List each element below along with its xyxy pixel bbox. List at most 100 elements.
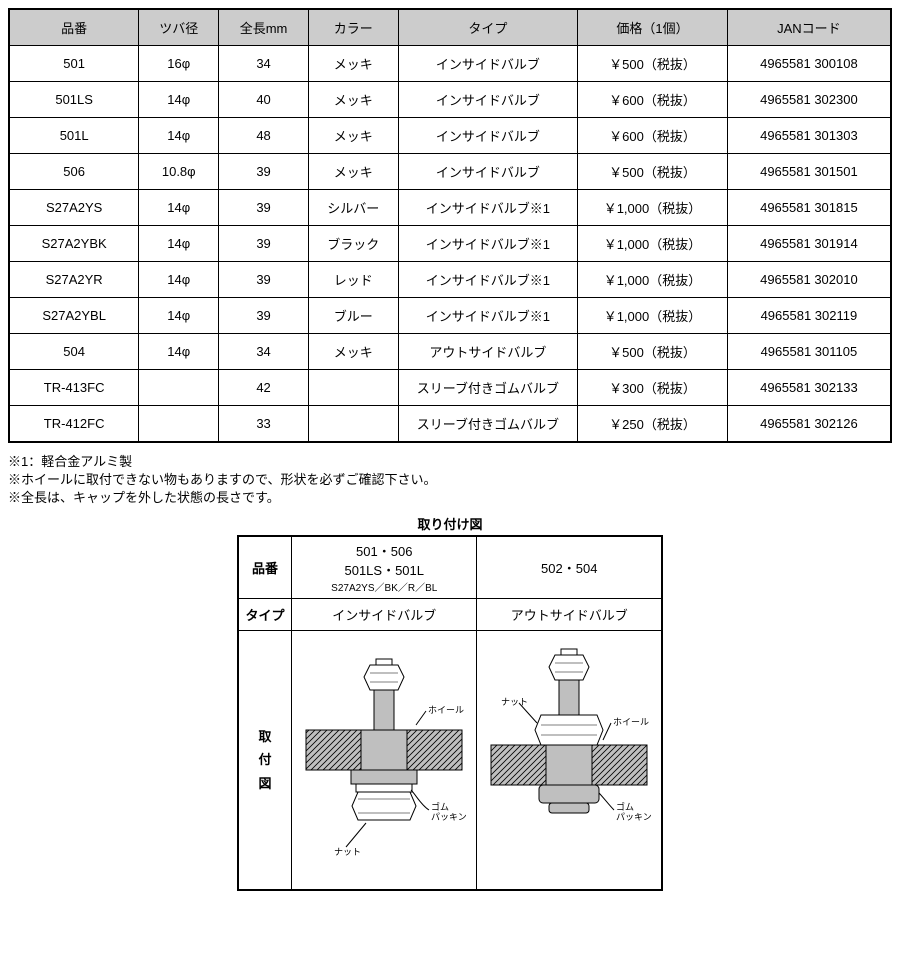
table-cell: 504	[9, 334, 139, 370]
table-cell: 40	[219, 82, 309, 118]
table-cell: 48	[219, 118, 309, 154]
table-cell: 16φ	[139, 46, 219, 82]
table-cell: インサイドバルブ※1	[398, 190, 577, 226]
fig-col1-part-l1: 501・506	[296, 541, 472, 560]
table-cell: 506	[9, 154, 139, 190]
outside-valve-diagram: ナット ホイール ゴム パッキン	[481, 635, 657, 885]
table-cell: 39	[219, 298, 309, 334]
table-cell: ￥500（税抜）	[578, 154, 728, 190]
fig-col1-part: 501・506 501LS・501L S27A2YS／BK／R／BL	[292, 536, 477, 599]
table-cell: ￥1,000（税抜）	[578, 190, 728, 226]
table-cell: ￥1,000（税抜）	[578, 298, 728, 334]
svg-text:ナット: ナット	[334, 847, 361, 857]
table-cell: 39	[219, 190, 309, 226]
table-cell: スリーブ付きゴムバルブ	[398, 370, 577, 406]
table-cell: インサイドバルブ	[398, 46, 577, 82]
svg-text:パッキン: パッキン	[616, 812, 652, 822]
fig-label-part: 品番	[238, 536, 292, 599]
table-cell: S27A2YR	[9, 262, 139, 298]
fig-col2-type: アウトサイドバルブ	[477, 598, 663, 630]
product-table: 品番ツバ径全長mmカラータイプ価格（1個）JANコード 50116φ34メッキイ…	[8, 8, 892, 443]
table-cell: ￥250（税抜）	[578, 406, 728, 443]
table-cell: ￥500（税抜）	[578, 46, 728, 82]
table-cell	[139, 370, 219, 406]
table-cell	[308, 370, 398, 406]
table-cell: ￥1,000（税抜）	[578, 226, 728, 262]
table-cell: 501L	[9, 118, 139, 154]
svg-text:ホイール: ホイール	[613, 717, 649, 727]
col-header: 価格（1個）	[578, 9, 728, 46]
table-cell: 4965581 300108	[727, 46, 891, 82]
table-row: TR-412FC33スリーブ付きゴムバルブ￥250（税抜）4965581 302…	[9, 406, 891, 443]
table-cell: 4965581 302126	[727, 406, 891, 443]
fig-label-type: タイプ	[238, 598, 292, 630]
table-row: 50116φ34メッキインサイドバルブ￥500（税抜）4965581 30010…	[9, 46, 891, 82]
figure-title: 取り付け図	[8, 514, 892, 533]
table-cell: 34	[219, 46, 309, 82]
table-row: 501L14φ48メッキインサイドバルブ￥600（税抜）4965581 3013…	[9, 118, 891, 154]
note-line: ※全長は、キャップを外した状態の長さです。	[8, 489, 892, 507]
table-cell	[308, 406, 398, 443]
table-row: S27A2YS14φ39シルバーインサイドバルブ※1￥1,000（税抜）4965…	[9, 190, 891, 226]
table-row: S27A2YBK14φ39ブラックインサイドバルブ※1￥1,000（税抜）496…	[9, 226, 891, 262]
table-cell: 4965581 302010	[727, 262, 891, 298]
table-cell: 14φ	[139, 118, 219, 154]
svg-text:ゴム: ゴム	[431, 801, 449, 812]
table-cell: ￥1,000（税抜）	[578, 262, 728, 298]
table-cell: ブルー	[308, 298, 398, 334]
table-cell: アウトサイドバルブ	[398, 334, 577, 370]
table-row: 50610.8φ39メッキインサイドバルブ￥500（税抜）4965581 301…	[9, 154, 891, 190]
table-cell: シルバー	[308, 190, 398, 226]
table-cell: 4965581 301303	[727, 118, 891, 154]
table-cell: 14φ	[139, 226, 219, 262]
table-cell: 34	[219, 334, 309, 370]
table-cell: 4965581 301501	[727, 154, 891, 190]
table-cell: 39	[219, 226, 309, 262]
fig-v1: 付	[243, 748, 288, 771]
table-cell: 4965581 301815	[727, 190, 891, 226]
table-cell	[139, 406, 219, 443]
table-row: S27A2YR14φ39レッドインサイドバルブ※1￥1,000（税抜）49655…	[9, 262, 891, 298]
table-cell: インサイドバルブ※1	[398, 226, 577, 262]
table-cell: ￥300（税抜）	[578, 370, 728, 406]
fig-v2: 図	[243, 772, 288, 795]
table-cell: インサイドバルブ	[398, 82, 577, 118]
col-header: JANコード	[727, 9, 891, 46]
table-row: TR-413FC42スリーブ付きゴムバルブ￥300（税抜）4965581 302…	[9, 370, 891, 406]
table-cell: 4965581 301914	[727, 226, 891, 262]
fig-v0: 取	[243, 725, 288, 748]
table-cell: インサイドバルブ	[398, 154, 577, 190]
table-cell: 14φ	[139, 334, 219, 370]
svg-text:ホイール: ホイール	[428, 705, 464, 715]
table-cell: 14φ	[139, 262, 219, 298]
note-line: ※1：軽合金アルミ製	[8, 453, 892, 471]
svg-text:ゴム: ゴム	[616, 801, 634, 812]
fig-col2-diagram: ナット ホイール ゴム パッキン	[477, 630, 663, 890]
table-cell: 42	[219, 370, 309, 406]
table-cell: 501LS	[9, 82, 139, 118]
table-cell: 10.8φ	[139, 154, 219, 190]
table-cell: ブラック	[308, 226, 398, 262]
table-cell: 4965581 302133	[727, 370, 891, 406]
svg-text:パッキン: パッキン	[431, 812, 467, 822]
fig-col1-diagram: ホイール ゴム パッキン ナット	[292, 630, 477, 890]
table-cell: メッキ	[308, 154, 398, 190]
col-header: 全長mm	[219, 9, 309, 46]
table-cell: ￥600（税抜）	[578, 118, 728, 154]
svg-text:ナット: ナット	[501, 697, 528, 707]
table-cell: スリーブ付きゴムバルブ	[398, 406, 577, 443]
table-cell: ￥500（税抜）	[578, 334, 728, 370]
fig-col2-part: 502・504	[477, 536, 663, 599]
fig-label-diagram: 取 付 図	[238, 630, 292, 890]
table-cell: メッキ	[308, 46, 398, 82]
table-cell: 39	[219, 262, 309, 298]
table-cell: S27A2YBL	[9, 298, 139, 334]
table-cell: メッキ	[308, 118, 398, 154]
col-header: ツバ径	[139, 9, 219, 46]
table-cell: S27A2YBK	[9, 226, 139, 262]
figure-table: 品番 501・506 501LS・501L S27A2YS／BK／R／BL 50…	[237, 535, 664, 892]
table-row: 50414φ34メッキアウトサイドバルブ￥500（税抜）4965581 3011…	[9, 334, 891, 370]
table-cell: 33	[219, 406, 309, 443]
table-cell: 14φ	[139, 82, 219, 118]
table-cell: 39	[219, 154, 309, 190]
